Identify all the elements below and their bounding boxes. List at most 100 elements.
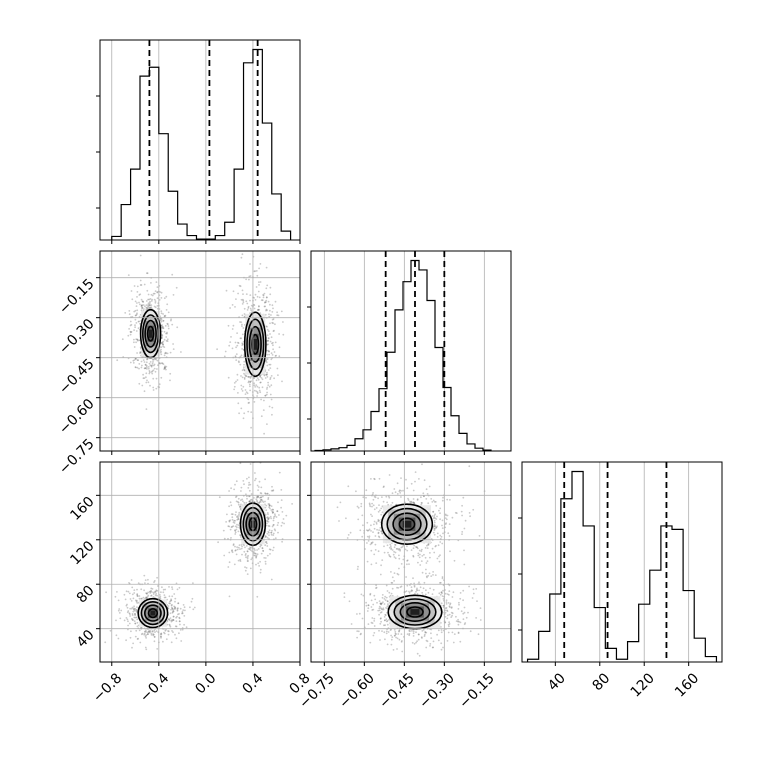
scatter-point xyxy=(401,640,403,642)
scatter-point xyxy=(228,490,231,492)
scatter-point xyxy=(372,603,375,606)
scatter-point xyxy=(235,528,238,531)
scatter-point xyxy=(242,500,244,503)
scatter-point xyxy=(241,323,243,326)
scatter-point xyxy=(261,386,264,389)
scatter-point xyxy=(375,521,378,524)
y-tick-label: −0.75 xyxy=(56,436,98,478)
scatter-point xyxy=(246,302,249,305)
scatter-point xyxy=(156,305,159,307)
scatter-point xyxy=(154,590,157,593)
scatter-point xyxy=(236,518,239,521)
scatter-point xyxy=(117,609,120,612)
scatter-point xyxy=(268,517,270,519)
scatter-point xyxy=(166,303,169,306)
scatter-point xyxy=(227,376,230,379)
scatter-point xyxy=(125,617,128,619)
scatter-point xyxy=(243,372,245,375)
scatter-point xyxy=(170,319,172,322)
scatter-point xyxy=(422,629,425,631)
scatter-point xyxy=(146,592,148,595)
scatter-point xyxy=(250,493,253,495)
scatter-point xyxy=(250,380,253,382)
scatter-point xyxy=(156,291,159,294)
scatter-point xyxy=(258,281,260,283)
scatter-point xyxy=(367,623,370,625)
scatter-point xyxy=(140,597,143,600)
scatter-point xyxy=(372,531,374,533)
scatter-point xyxy=(168,586,170,588)
scatter-point xyxy=(386,544,389,547)
scatter-point xyxy=(390,548,392,551)
scatter-point xyxy=(240,544,243,546)
y-tick-label: −0.15 xyxy=(56,276,98,318)
scatter-point xyxy=(265,358,268,360)
scatter-point xyxy=(128,313,131,316)
scatter-point xyxy=(153,363,156,366)
scatter-point xyxy=(250,304,253,307)
scatter-point xyxy=(255,379,258,382)
scatter-point xyxy=(244,569,247,572)
scatter-point xyxy=(174,607,177,610)
scatter-point xyxy=(152,364,155,367)
scatter-point xyxy=(253,297,256,299)
scatter-point xyxy=(425,575,428,578)
scatter-point xyxy=(137,327,140,330)
scatter-point xyxy=(174,633,176,636)
scatter-point xyxy=(366,542,368,544)
scatter-point xyxy=(394,634,396,637)
scatter-point xyxy=(367,604,370,607)
scatter-point xyxy=(237,524,240,526)
scatter-point xyxy=(136,309,139,312)
scatter-point xyxy=(161,334,164,337)
y-tick-label: −0.30 xyxy=(56,316,98,358)
scatter-point xyxy=(381,608,384,611)
scatter-point xyxy=(268,405,271,408)
scatter-point xyxy=(380,531,383,533)
scatter-point xyxy=(417,552,420,555)
scatter-point xyxy=(146,368,148,370)
scatter-point xyxy=(181,611,184,613)
scatter-point xyxy=(464,622,467,624)
scatter-point xyxy=(146,597,149,600)
scatter-point xyxy=(152,386,155,389)
scatter-point xyxy=(397,587,400,589)
scatter-point xyxy=(436,532,439,535)
scatter-point xyxy=(141,307,144,310)
scatter-point xyxy=(134,599,137,602)
scatter-point xyxy=(145,364,148,367)
scatter-point xyxy=(171,607,174,610)
scatter-point xyxy=(272,511,274,514)
scatter-point xyxy=(432,510,434,513)
scatter-point xyxy=(450,611,453,614)
scatter-point xyxy=(154,358,157,360)
contour-level xyxy=(143,604,162,622)
scatter-point xyxy=(370,606,373,608)
scatter-point xyxy=(268,353,270,356)
scatter-point xyxy=(384,614,387,616)
scatter-point xyxy=(444,611,447,614)
scatter-point xyxy=(117,599,120,602)
scatter-point xyxy=(144,646,147,649)
scatter-point xyxy=(253,389,256,392)
density-cell xyxy=(148,329,153,338)
scatter-point xyxy=(171,603,173,606)
y-tick-label: −0.60 xyxy=(56,396,98,438)
scatter-point xyxy=(258,480,261,483)
scatter-point xyxy=(247,548,250,550)
scatter-point xyxy=(378,629,380,632)
scatter-point xyxy=(437,629,440,632)
scatter-point xyxy=(248,376,251,378)
scatter-point xyxy=(231,551,234,554)
scatter-point xyxy=(131,646,133,649)
scatter-point xyxy=(379,639,381,641)
scatter-point xyxy=(270,314,272,316)
scatter-point xyxy=(162,343,164,346)
scatter-point xyxy=(267,337,270,339)
scatter-point xyxy=(257,378,260,381)
scatter-point xyxy=(152,377,155,380)
scatter-point xyxy=(253,270,256,273)
scatter-point xyxy=(425,498,428,500)
scatter-point xyxy=(152,361,154,363)
scatter-point xyxy=(245,501,248,504)
